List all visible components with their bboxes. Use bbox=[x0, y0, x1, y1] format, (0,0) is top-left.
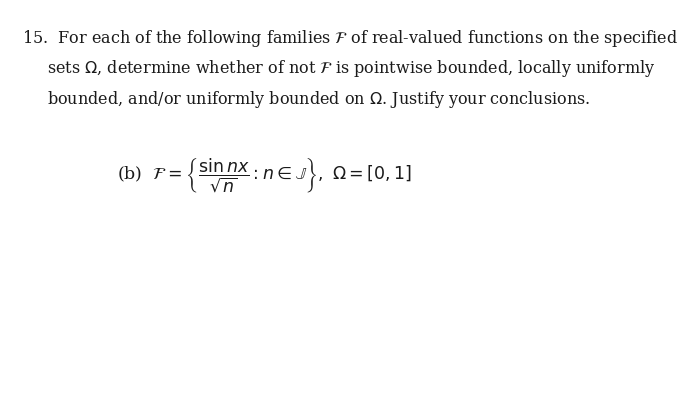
Text: bounded, and/or uniformly bounded on $\Omega$. Justify your conclusions.: bounded, and/or uniformly bounded on $\O… bbox=[47, 89, 591, 110]
Text: 15.  For each of the following families $\mathcal{F}$ of real-valued functions o: 15. For each of the following families $… bbox=[22, 28, 679, 49]
Text: (b)  $\mathcal{F} = \left\{\dfrac{\sin nx}{\sqrt{n}} : n \in \mathbb{J}\right\},: (b) $\mathcal{F} = \left\{\dfrac{\sin nx… bbox=[117, 156, 412, 195]
Text: sets $\Omega$, determine whether of not $\mathcal{F}$ is pointwise bounded, loca: sets $\Omega$, determine whether of not … bbox=[47, 58, 656, 79]
